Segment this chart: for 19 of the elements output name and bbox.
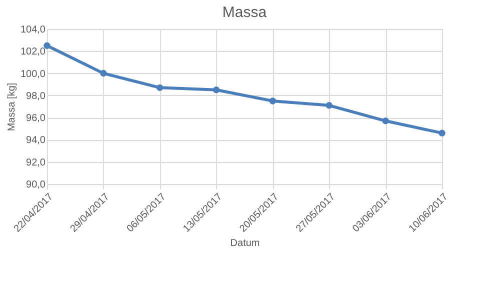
y-tick-label: 98,0	[26, 90, 46, 102]
x-axis-title: Datum	[230, 238, 260, 249]
y-tick-label: 104,0	[20, 24, 46, 36]
y-tick-label: 90,0	[26, 180, 46, 190]
point	[44, 42, 50, 49]
point	[212, 86, 220, 94]
point	[269, 98, 276, 104]
y-tick-label: 96,0	[26, 113, 46, 124]
y-axis-title: Massa [kg]	[6, 82, 18, 132]
point	[100, 70, 107, 77]
y-tick-label: 100,0	[20, 68, 46, 80]
point	[326, 102, 332, 109]
point	[438, 130, 446, 136]
y-tick-label: 102,0	[20, 46, 46, 58]
y-tick-label: 92,0	[26, 157, 46, 168]
point	[156, 84, 164, 92]
chart-title: Massa	[222, 4, 268, 21]
point	[382, 118, 389, 124]
y-tick-label: 94,0	[26, 135, 46, 146]
